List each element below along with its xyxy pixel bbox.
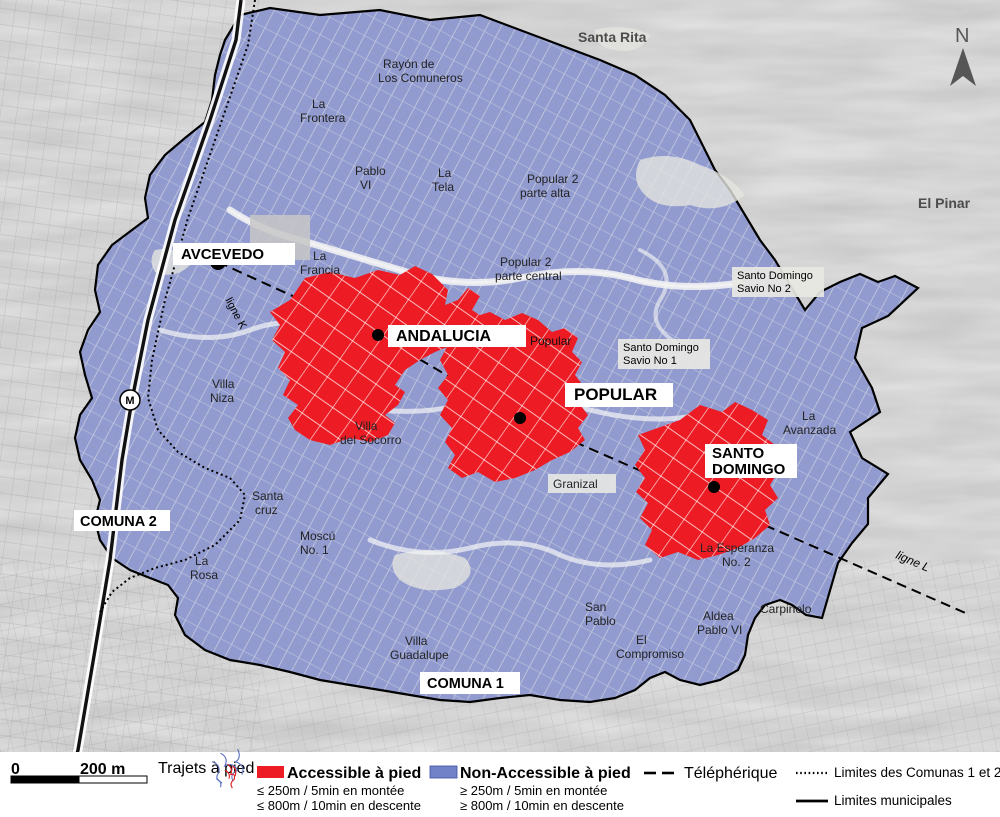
svg-text:Santa Rita: Santa Rita: [578, 29, 647, 45]
svg-text:COMUNA 1: COMUNA 1: [427, 676, 504, 692]
svg-text:No. 2: No. 2: [722, 555, 751, 569]
svg-text:Popular: Popular: [530, 334, 571, 348]
svg-text:La: La: [312, 97, 326, 111]
svg-text:La: La: [438, 166, 452, 180]
svg-text:Accessible à pied: Accessible à pied: [287, 765, 421, 782]
svg-text:VI: VI: [360, 178, 371, 192]
svg-text:El Pinar: El Pinar: [918, 195, 971, 211]
svg-text:≤ 250m / 5min en montée: ≤ 250m / 5min en montée: [257, 783, 404, 798]
svg-text:Non-Accessible à pied: Non-Accessible à pied: [460, 765, 631, 782]
svg-text:200 m: 200 m: [80, 761, 125, 778]
svg-text:La Esperanza: La Esperanza: [700, 541, 774, 555]
svg-text:Villa: Villa: [355, 419, 378, 433]
svg-text:Villa: Villa: [212, 377, 235, 391]
svg-text:Rosa: Rosa: [190, 568, 218, 582]
svg-text:Los Comuneros: Los Comuneros: [378, 71, 463, 85]
svg-text:≥ 800m / 10min en descente: ≥ 800m / 10min en descente: [460, 798, 624, 813]
svg-text:Francia: Francia: [300, 263, 340, 277]
svg-text:Moscú: Moscú: [300, 529, 335, 543]
svg-text:El: El: [636, 633, 647, 647]
svg-text:del Socorro: del Socorro: [340, 433, 402, 447]
svg-text:POPULAR: POPULAR: [574, 385, 657, 404]
svg-text:N: N: [955, 25, 969, 47]
svg-text:Niza: Niza: [210, 391, 234, 405]
svg-text:Limites municipales: Limites municipales: [834, 793, 952, 808]
svg-text:Tela: Tela: [432, 180, 454, 194]
svg-text:Carpinelo: Carpinelo: [760, 602, 812, 616]
svg-text:AVCEVEDO: AVCEVEDO: [181, 246, 264, 263]
svg-text:cruz: cruz: [255, 503, 278, 517]
svg-text:Savio No 1: Savio No 1: [623, 355, 677, 367]
svg-text:Aldea: Aldea: [703, 609, 734, 623]
svg-text:Santo Domingo: Santo Domingo: [737, 270, 813, 282]
svg-text:≤ 800m / 10min en descente: ≤ 800m / 10min en descente: [257, 798, 421, 813]
svg-text:parte alta: parte alta: [520, 186, 570, 200]
svg-text:La: La: [195, 554, 209, 568]
svg-text:0: 0: [11, 761, 20, 778]
svg-text:Granizal: Granizal: [553, 477, 598, 491]
svg-text:SANTO: SANTO: [712, 445, 765, 462]
svg-text:M: M: [125, 395, 134, 407]
svg-text:Savio No 2: Savio No 2: [737, 283, 791, 295]
svg-text:San: San: [585, 600, 606, 614]
svg-text:La: La: [313, 249, 327, 263]
svg-text:Pablo: Pablo: [355, 164, 386, 178]
svg-text:La: La: [802, 409, 816, 423]
svg-text:Limites des Comunas 1 et 2: Limites des Comunas 1 et 2: [834, 765, 1000, 780]
svg-text:Santo Domingo: Santo Domingo: [623, 342, 699, 354]
svg-text:Pablo VI: Pablo VI: [697, 623, 742, 637]
svg-text:Villa: Villa: [405, 634, 428, 648]
svg-text:Popular 2: Popular 2: [527, 172, 579, 186]
svg-text:Guadalupe: Guadalupe: [390, 648, 449, 662]
svg-text:Pablo: Pablo: [585, 614, 616, 628]
svg-text:Trajets à pied: Trajets à pied: [158, 760, 254, 777]
svg-text:No. 1: No. 1: [300, 543, 329, 557]
svg-text:ANDALUCIA: ANDALUCIA: [396, 328, 492, 345]
svg-text:Compromiso: Compromiso: [616, 647, 684, 661]
svg-text:Frontera: Frontera: [300, 111, 346, 125]
svg-text:DOMINGO: DOMINGO: [712, 461, 786, 478]
svg-text:Téléphérique: Téléphérique: [684, 765, 778, 782]
svg-text:Popular 2: Popular 2: [500, 255, 552, 269]
svg-text:Rayón de: Rayón de: [383, 57, 435, 71]
svg-text:≥ 250m / 5min en montée: ≥ 250m / 5min en montée: [460, 783, 607, 798]
svg-text:Avanzada: Avanzada: [783, 423, 836, 437]
svg-text:parte central: parte central: [495, 269, 562, 283]
svg-text:COMUNA 2: COMUNA 2: [80, 514, 157, 530]
svg-text:Santa: Santa: [252, 489, 284, 503]
